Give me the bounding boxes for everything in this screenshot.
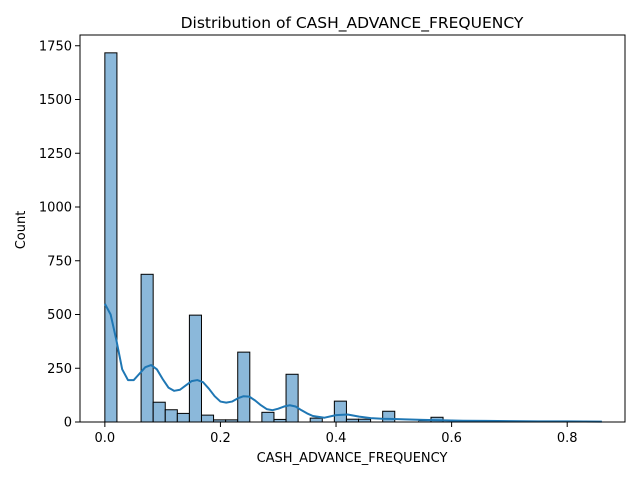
histogram-bar xyxy=(382,410,396,423)
axes xyxy=(79,34,626,423)
x-tick-label: 0.6 xyxy=(441,431,462,446)
histogram-bar xyxy=(152,401,166,423)
histogram-bar xyxy=(237,351,251,423)
y-tick-label: 500 xyxy=(47,308,72,323)
histogram-bars xyxy=(104,52,444,423)
x-tick-label: 0.4 xyxy=(326,431,347,446)
histogram-bar xyxy=(104,52,118,423)
histogram-bar xyxy=(309,417,323,423)
plot-frame xyxy=(79,34,626,423)
histogram-bar xyxy=(200,414,215,423)
y-tick-label: 750 xyxy=(47,254,72,269)
histogram-bar xyxy=(176,412,190,423)
y-tick-label: 1000 xyxy=(39,201,72,216)
x-ticks: 0.0 0.2 0.4 0.6 0.8 xyxy=(95,422,578,446)
x-tick-label: 0.0 xyxy=(95,431,116,446)
y-tick-label: 250 xyxy=(47,362,72,377)
chart-title: Distribution of CASH_ADVANCE_FREQUENCY xyxy=(181,14,524,33)
x-tick-label: 0.2 xyxy=(210,431,231,446)
histogram-bar xyxy=(333,400,347,423)
histogram-bar xyxy=(164,409,178,423)
y-axis-label: Count xyxy=(14,211,29,250)
x-axis-label: CASH_ADVANCE_FREQUENCY xyxy=(257,451,448,466)
y-ticks: 0 250 500 750 1000 1250 1500 1750 xyxy=(39,39,80,431)
histogram-bar xyxy=(285,373,299,423)
kde-curve xyxy=(103,303,602,423)
y-tick-label: 0 xyxy=(64,416,72,431)
histogram-bar xyxy=(261,411,275,423)
y-tick-label: 1500 xyxy=(39,93,72,108)
y-tick-label: 1250 xyxy=(39,147,72,162)
histogram-bar xyxy=(140,273,154,423)
histogram-bar xyxy=(188,314,202,423)
x-tick-label: 0.8 xyxy=(557,431,578,446)
y-tick-label: 1750 xyxy=(39,39,72,54)
